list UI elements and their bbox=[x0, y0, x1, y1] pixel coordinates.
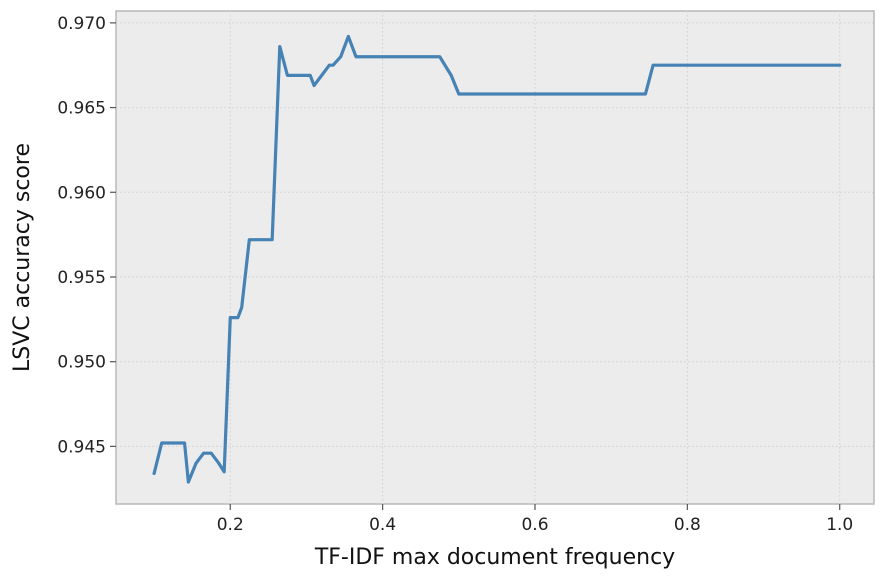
y-tick-label: 0.965 bbox=[57, 99, 106, 119]
x-tick-label: 0.8 bbox=[674, 515, 701, 535]
x-axis-label: TF-IDF max document frequency bbox=[314, 545, 675, 570]
y-axis-label: LSVC accuracy score bbox=[10, 143, 35, 372]
y-tick-label: 0.970 bbox=[57, 14, 106, 34]
y-tick-label: 0.945 bbox=[57, 437, 106, 457]
y-tick-label: 0.950 bbox=[57, 353, 106, 373]
x-tick-label: 0.6 bbox=[521, 515, 548, 535]
plot-area bbox=[115, 10, 875, 505]
x-tick-label: 1.0 bbox=[826, 515, 853, 535]
y-tick-label: 0.955 bbox=[57, 268, 106, 288]
y-tick-label: 0.960 bbox=[57, 183, 106, 203]
axis-ticks: 0.2 0.4 0.6 0.8 1.0 0.945 0.950 0.955 0.960 0.965… bbox=[57, 14, 853, 535]
x-tick-label: 0.2 bbox=[217, 515, 244, 535]
x-tick-label: 0.4 bbox=[369, 515, 396, 535]
series-line bbox=[152, 34, 842, 484]
